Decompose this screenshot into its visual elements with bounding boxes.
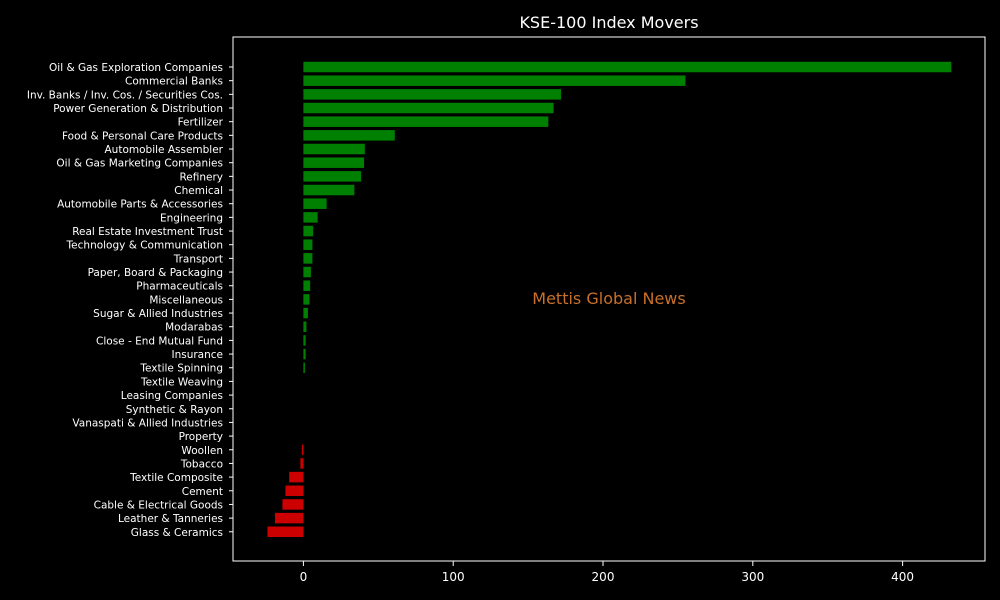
category-label-34: Glass & Ceramics	[131, 527, 223, 539]
category-label-28: Woollen	[181, 445, 223, 457]
bar-32	[282, 499, 304, 510]
bar-19	[303, 321, 307, 332]
category-label-12: Real Estate Investment Trust	[72, 226, 223, 238]
category-labels-group: Oil & Gas Exploration Companies Commercia…	[27, 62, 233, 539]
category-label-10: Automobile Parts & Accessories	[57, 199, 223, 211]
category-label-26: Vanaspati & Allied Industries	[72, 417, 223, 429]
bar-28	[301, 444, 304, 456]
bars-group	[267, 61, 952, 538]
bar-20	[303, 335, 306, 346]
chart-title: KSE-100 Index Movers	[519, 13, 698, 32]
bar-11	[303, 212, 318, 223]
bar-4	[303, 116, 549, 127]
bar-16	[303, 280, 311, 291]
x-tick-label-3: 300	[741, 570, 764, 584]
category-label-32: Cable & Electrical Goods	[94, 499, 223, 511]
bar-18	[303, 307, 308, 319]
category-label-3: Power Generation & Distribution	[53, 103, 223, 115]
bar-29	[300, 458, 304, 469]
x-tick-label-1: 100	[442, 570, 465, 584]
bar-15	[303, 266, 311, 278]
bar-10	[303, 198, 327, 209]
bar-30	[289, 471, 304, 483]
category-label-22: Textile Spinning	[139, 363, 223, 375]
category-label-2: Inv. Banks / Inv. Cos. / Securities Cos.	[27, 89, 223, 101]
category-label-16: Pharmaceuticals	[136, 281, 223, 293]
category-label-8: Refinery	[179, 171, 223, 183]
bar-12	[303, 225, 314, 237]
bar-34	[267, 526, 304, 538]
category-label-13: Technology & Communication	[66, 240, 223, 252]
bar-2	[303, 89, 562, 100]
category-label-23: Textile Weaving	[140, 376, 223, 388]
category-label-21: Insurance	[171, 349, 223, 361]
x-tick-label-4: 400	[891, 570, 914, 584]
category-label-17: Miscellaneous	[149, 294, 223, 306]
bar-0	[303, 61, 952, 73]
category-label-4: Fertilizer	[178, 117, 224, 129]
category-label-27: Property	[179, 431, 223, 443]
bar-17	[303, 294, 310, 305]
bar-1	[303, 75, 686, 86]
category-label-11: Engineering	[160, 212, 223, 224]
x-tick-label-2: 200	[592, 570, 615, 584]
bar-3	[303, 102, 554, 114]
category-label-19: Modarabas	[165, 322, 223, 334]
category-label-24: Leasing Companies	[121, 390, 223, 402]
category-label-5: Food & Personal Care Products	[62, 130, 223, 142]
bar-7	[303, 157, 365, 168]
category-label-9: Chemical	[174, 185, 223, 197]
bar-22	[303, 362, 305, 373]
bar-8	[303, 171, 362, 182]
bar-5	[303, 130, 395, 141]
category-label-20: Close - End Mutual Fund	[96, 335, 223, 347]
category-label-31: Cement	[182, 486, 223, 498]
x-ticks-group: 0 100 200 300 400	[300, 561, 914, 584]
category-label-25: Synthetic & Rayon	[126, 404, 223, 416]
category-label-14: Transport	[173, 253, 223, 265]
bar-6	[303, 143, 365, 155]
x-tick-label-0: 0	[300, 570, 308, 584]
watermark-text: Mettis Global News	[532, 289, 685, 308]
category-label-30: Textile Composite	[129, 472, 223, 484]
category-label-0: Oil & Gas Exploration Companies	[49, 62, 223, 74]
bar-14	[303, 253, 313, 264]
bar-13	[303, 239, 313, 250]
category-label-33: Leather & Tanneries	[118, 513, 223, 525]
category-label-7: Oil & Gas Marketing Companies	[56, 158, 223, 170]
category-label-15: Paper, Board & Packaging	[88, 267, 223, 279]
category-label-6: Automobile Assembler	[105, 144, 224, 156]
category-label-1: Commercial Banks	[125, 76, 223, 88]
bar-9	[303, 184, 355, 196]
category-label-29: Tobacco	[180, 458, 223, 470]
bar-31	[285, 485, 304, 497]
bar-21	[303, 348, 306, 360]
bar-33	[274, 512, 304, 524]
category-label-18: Sugar & Allied Industries	[93, 308, 223, 320]
